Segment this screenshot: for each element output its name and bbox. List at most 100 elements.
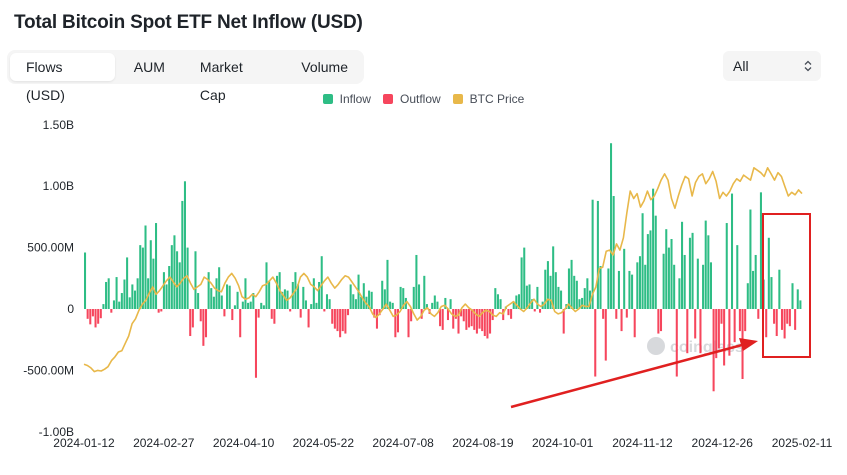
inflow-bar [654, 215, 657, 309]
inflow-bar [131, 284, 134, 309]
x-tick-label: 2024-01-12 [53, 436, 115, 450]
outflow-bar [465, 309, 468, 330]
outflow-bar [489, 309, 492, 334]
inflow-bar [226, 284, 229, 309]
outflow-bar [539, 309, 542, 313]
inflow-bar [496, 294, 499, 309]
outflow-bar [780, 309, 784, 330]
y-tick-label: 1.50B [43, 118, 74, 132]
outflow-bar [375, 309, 378, 329]
inflow-bar [84, 252, 87, 309]
inflow-bar [302, 286, 305, 309]
legend-btc-price-swatch [452, 94, 463, 104]
inflow-bar [265, 262, 268, 309]
inflow-bar [546, 261, 549, 309]
inflow-bar [183, 181, 186, 309]
inflow-bar [218, 267, 221, 309]
inflow-bar [149, 240, 152, 309]
inflow-bar [617, 270, 620, 309]
inflow-bar [588, 290, 592, 309]
tab-flows[interactable]: Flows (USD) [10, 53, 115, 103]
range-select[interactable]: All [723, 51, 821, 81]
inflow-bar [297, 284, 300, 309]
inflow-bar [525, 285, 528, 309]
inflow-bar [515, 295, 518, 309]
outflow-bar [483, 309, 486, 337]
inflow-bar [383, 289, 386, 309]
outflow-bar [454, 309, 457, 319]
y-axis-ticks: 1.50B 1.00B 500.00M 0 -500.00M -1.00B [23, 118, 74, 439]
outflow-bar [331, 309, 334, 324]
inflow-bar [759, 192, 762, 309]
inflow-bar [746, 283, 749, 309]
x-tick-label: 2024-10-01 [532, 436, 594, 450]
outflow-bar [686, 309, 689, 354]
tab-market-cap[interactable]: Market Cap [199, 59, 243, 103]
tab-volume[interactable]: Volume [301, 59, 348, 75]
inflow-bar [360, 296, 363, 309]
outflow-bar [336, 309, 339, 332]
inflow-bar [707, 235, 710, 309]
x-tick-label: 2025-02-11 [772, 436, 833, 450]
outflow-bar [562, 309, 565, 334]
outflow-bar [396, 309, 400, 333]
inflow-bar [791, 283, 794, 309]
inflow-bar [499, 299, 502, 309]
outflow-bar [717, 309, 720, 349]
outflow-bar [341, 309, 344, 332]
legend-btc-price[interactable]: BTC Price [452, 92, 524, 106]
inflow-bar [168, 266, 171, 309]
y-tick-label: -1.00B [39, 425, 74, 439]
x-tick-label: 2024-07-08 [372, 436, 434, 450]
inflow-bar [433, 295, 436, 309]
outflow-bar [757, 309, 760, 319]
annotations [510, 213, 811, 409]
outflow-bar [773, 309, 776, 324]
inflow-bar [212, 296, 215, 309]
inflow-bar [652, 188, 655, 309]
inflow-bar [315, 302, 318, 309]
outflow-bar [510, 309, 513, 319]
inflow-bar [523, 247, 526, 309]
outflow-bar [441, 309, 444, 330]
outflow-bar [699, 309, 702, 354]
outflow-bar [333, 309, 336, 329]
inflow-bar [444, 297, 447, 309]
annotation-arrow-head [739, 338, 758, 351]
inflow-bar [418, 284, 421, 309]
inflow-bar [107, 278, 110, 309]
inflow-bar [778, 269, 781, 309]
inflow-bar [260, 302, 263, 309]
outflow-bar [254, 309, 257, 378]
y-tick-label: -500.00M [23, 363, 74, 377]
legend-outflow[interactable]: Outflow [382, 92, 441, 106]
outflow-bar [775, 309, 778, 337]
x-tick-label: 2024-12-26 [692, 436, 754, 450]
outflow-bar [659, 309, 663, 332]
inflow-bar [436, 301, 439, 309]
outflow-bar [715, 309, 718, 359]
outflow-bar [738, 309, 741, 332]
inflow-bar [233, 305, 236, 309]
outflow-bar [765, 309, 768, 338]
inflow-bar [136, 278, 139, 309]
inflow-bar [139, 245, 142, 309]
inflow-bar [102, 304, 105, 309]
inflow-bar [544, 269, 547, 309]
outflow-bar [694, 309, 697, 339]
inflow-bar [328, 299, 331, 309]
legend-inflow[interactable]: Inflow [322, 92, 371, 106]
inflow-bar [304, 300, 307, 309]
inflow-bar [423, 275, 426, 309]
inflow-bar [554, 272, 557, 309]
annotation-arrow-line [510, 343, 743, 409]
outflow-bar [110, 309, 113, 313]
inflow-bar [236, 291, 239, 309]
outflow-bar [712, 309, 715, 392]
outflow-bar [657, 309, 660, 334]
x-tick-label: 2024-02-27 [133, 436, 195, 450]
tab-aum[interactable]: AUM [133, 59, 165, 75]
inflow-bar [123, 279, 126, 309]
x-tick-label: 2024-04-10 [213, 436, 275, 450]
